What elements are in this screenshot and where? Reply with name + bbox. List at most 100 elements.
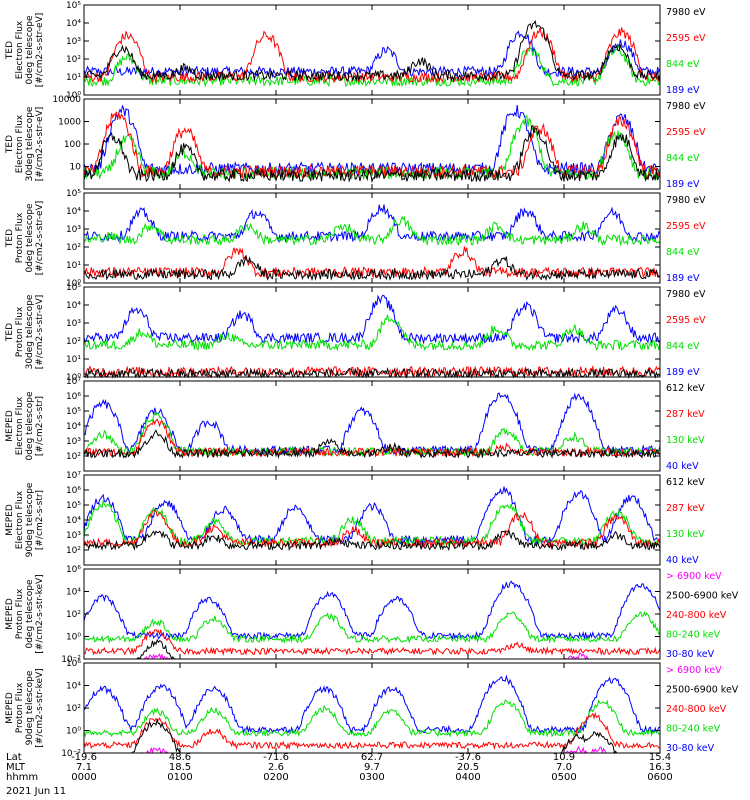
y-tick-label: 10⁴	[66, 516, 81, 526]
y-tick-label: 10⁴	[66, 682, 81, 692]
y-axis-label-line: [#/cm2-s-str-eV]	[35, 107, 45, 182]
legend: 612 keV 287 keV 130 keV 40 keV	[666, 477, 705, 566]
y-tick-label: 10²	[66, 55, 81, 65]
y-tick-label: 10²	[66, 610, 81, 620]
footer-tick-hhmm: 0500	[551, 772, 576, 783]
y-tick-label: 10⁷	[66, 471, 81, 481]
y-axis-label-line: TED	[5, 229, 15, 248]
y-tick-label: 10⁷	[66, 377, 81, 387]
legend: > 6900 keV 2500-6900 keV 240-800 keV 80-240…	[666, 665, 739, 754]
footer-tick-mlt: 9.7	[364, 762, 380, 773]
legend: > 6900 keV 2500-6900 keV 240-800 keV 80-240…	[666, 571, 739, 660]
legend-entry: 612 keV	[666, 383, 705, 394]
legend-entry: 240-800 keV	[666, 704, 727, 715]
legend: 7980 eV 2595 eV 844 eV 189 eV	[666, 7, 706, 96]
legend-entry: 2595 eV	[666, 127, 706, 138]
y-axis-label-line: [#/cm2-s-str-eV]	[35, 13, 45, 88]
y-tick-label: 10⁵	[66, 189, 81, 199]
y-tick-label: 10³	[66, 225, 81, 235]
y-tick-label: 10⁵	[66, 501, 81, 511]
legend-entry: 844 eV	[666, 153, 700, 164]
y-tick-label: 10⁰	[66, 633, 81, 643]
y-axis-label: TED Electron Flux 30deg telescope [#/cm2-s-…	[5, 106, 45, 181]
panel-3: 10⁰ 10¹ 10² 10³ 10⁴ 10⁵ TED Proton Flux 0deg tel…	[5, 189, 706, 289]
y-axis-label: TED Electron Flux 0deg telescope [#/cm2-s-s…	[5, 13, 45, 88]
legend-entry: 40 keV	[666, 461, 699, 472]
footer-label-lat: Lat	[6, 752, 22, 763]
panel-frame	[83, 474, 661, 566]
y-tick-label: 10⁶	[66, 565, 81, 575]
y-tick-label: 10⁴	[66, 422, 81, 432]
panel-2: 10 100 1000 10000 TED Electron Flux 30deg tele…	[5, 95, 706, 190]
y-tick-label: 10²	[66, 337, 81, 347]
y-axis-label-line: MEPED	[5, 692, 15, 724]
series-line-80-240-kev	[83, 611, 661, 644]
y-axis-label-line: Proton Flux	[15, 588, 25, 639]
footer-date: 2021 Jun 11	[6, 786, 66, 797]
footer-tick-lat: -19.6	[71, 752, 97, 763]
y-axis-label-line: MEPED	[5, 410, 15, 442]
series-line-2595-ev	[83, 246, 661, 279]
series-line-7980-ev	[83, 19, 661, 83]
time-axis-footer: Lat MLT hhmm 2021 Jun 11 -19.67.10000 48.…	[6, 752, 673, 797]
footer-tick-hhmm: 0300	[359, 772, 384, 783]
legend-entry: 2500-6900 keV	[666, 685, 739, 696]
y-tick-label: 10⁰	[66, 373, 81, 383]
series-line-30-80-kev	[83, 580, 661, 641]
y-tick-label: 10²	[66, 452, 81, 462]
series-line-7980-ev	[83, 255, 661, 282]
panel-1: 10⁰ 10¹ 10² 10³ 10⁴ 10⁵ TED Electron Flux 0deg t…	[5, 1, 706, 101]
y-tick-label: 10⁵	[66, 407, 81, 417]
y-axis-label-line: 30deg telescope	[25, 294, 35, 369]
legend-entry: 844 eV	[666, 247, 700, 258]
legend-entry: 287 keV	[666, 409, 705, 420]
legend-entry: 2595 eV	[666, 221, 706, 232]
y-axis-label-line: [#/cm2-s-str-eV]	[35, 295, 45, 370]
footer-tick-hhmm: 0000	[71, 772, 96, 783]
series-line-287-kev	[83, 509, 661, 549]
legend-entry: 7980 eV	[666, 7, 706, 18]
y-axis-label-line: [#/cm2-s-str]	[35, 490, 45, 550]
series-line-189-ev	[83, 30, 661, 79]
legend-entry: 189 eV	[666, 273, 700, 284]
footer-label-hhmm: hhmm	[6, 772, 38, 783]
y-tick-label: 10⁵	[66, 283, 81, 293]
series-line-844-ev	[83, 44, 661, 88]
y-axis-label-line: 0deg telescope	[25, 203, 35, 273]
footer-tick-hhmm: 0200	[263, 772, 288, 783]
panel-8: 10⁻² 10⁰ 10² 10⁴ 10⁶ MEPED Proton Flux 90deg te…	[5, 659, 739, 759]
series-line-240-800-kev	[83, 629, 661, 657]
legend-entry: 2595 eV	[666, 33, 706, 44]
y-axis-label-line: Electron Flux	[15, 396, 25, 455]
legend-entry: 240-800 keV	[666, 610, 727, 621]
legend: 7980 eV 2595 eV 844 eV 189 eV	[666, 289, 706, 378]
series-line-287-kev	[83, 418, 661, 458]
series-line-612-kev	[83, 429, 661, 459]
footer-label-mlt: MLT	[6, 762, 26, 773]
y-tick-label: 10⁶	[66, 392, 81, 402]
y-axis-label-line: 0deg telescope	[25, 579, 35, 649]
series-line-844-ev	[83, 314, 661, 352]
panel-5: 10² 10³ 10⁴ 10⁵ 10⁶ 10⁷ MEPED Electron Flux 0deg…	[5, 377, 705, 472]
footer-tick-lat: 48.6	[169, 752, 191, 763]
y-tick-label: 10⁴	[66, 19, 81, 29]
footer-tick-mlt: 7.0	[556, 762, 572, 773]
series-line-844-ev	[83, 215, 661, 247]
y-axis-label-line: [#/cm2-s-str-keV]	[35, 574, 45, 653]
footer-tick-mlt: 16.3	[649, 762, 671, 773]
legend-entry: 844 eV	[666, 341, 700, 352]
legend-entry: 30-80 keV	[666, 649, 715, 660]
legend-entry: 2500-6900 keV	[666, 591, 739, 602]
y-tick-label: 10⁰	[66, 91, 81, 101]
legend: 612 keV 287 keV 130 keV 40 keV	[666, 383, 705, 472]
legend: 7980 eV 2595 eV 844 eV 189 eV	[666, 195, 706, 284]
footer-tick-hhmm: 0100	[167, 772, 192, 783]
y-axis-label-line: [#/cm2-s-str-eV]	[35, 201, 45, 276]
legend-entry: 80-240 keV	[666, 724, 721, 735]
y-axis-label-line: 30deg telescope	[25, 106, 35, 181]
y-axis-label: TED Proton Flux 0deg telescope [#/cm2-s-str…	[5, 201, 45, 276]
y-tick-label: 10²	[66, 704, 81, 714]
y-axis-label-line: Electron Flux	[15, 20, 25, 79]
